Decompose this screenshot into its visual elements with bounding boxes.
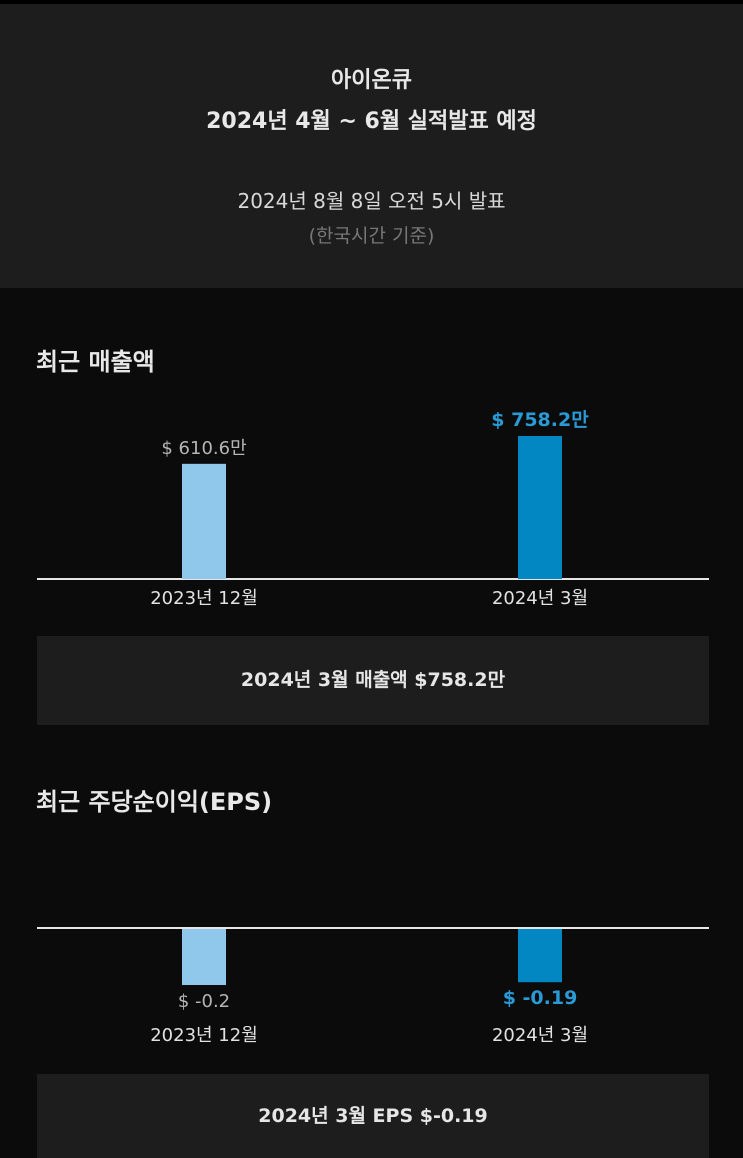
bar: [518, 929, 562, 983]
x-tick-label: 2024년 3월: [492, 1025, 588, 1046]
revenue-section-title: 최근 매출액: [36, 348, 155, 376]
data-label: $ 610.6만: [161, 438, 246, 459]
eps-chart-svg: $ -0.2 2023년 12월 $ -0.19 2024년 3월: [37, 927, 709, 1046]
data-label: $ 758.2만: [491, 409, 589, 431]
data-label: $ -0.2: [178, 991, 230, 1012]
earnings-event-title: 2024년 4월 ~ 6월 실적발표 예정: [206, 109, 537, 134]
revenue-chart: $ 610.6만 2023년 12월 $ 758.2만 2024년 3월: [0, 395, 743, 615]
revenue-summary: 2024년 3월 매출액 $758.2만: [37, 636, 709, 725]
timezone-note: (한국시간 기준): [308, 225, 435, 247]
data-label: $ -0.19: [503, 987, 578, 1009]
bar: [182, 463, 226, 579]
eps-chart: $ -0.2 2023년 12월 $ -0.19 2024년 3월: [0, 900, 743, 1050]
x-tick-label: 2024년 3월: [492, 588, 588, 609]
x-tick-label: 2023년 12월: [150, 1025, 258, 1046]
eps-summary: 2024년 3월 EPS $-0.19: [37, 1074, 709, 1158]
company-name: 아이온큐: [331, 68, 412, 93]
announcement-date: 2024년 8월 8일 오전 5시 발표: [237, 189, 506, 213]
top-strip: [0, 0, 743, 4]
x-tick-label: 2023년 12월: [150, 588, 258, 609]
eps-section-title: 최근 주당순이익(EPS): [36, 788, 273, 816]
bar: [182, 929, 226, 985]
revenue-chart-svg: $ 610.6만 2023년 12월 $ 758.2만 2024년 3월: [37, 409, 709, 609]
earnings-header: 아이온큐 2024년 4월 ~ 6월 실적발표 예정 2024년 8월 8일 오…: [0, 4, 743, 288]
bar: [518, 436, 562, 579]
